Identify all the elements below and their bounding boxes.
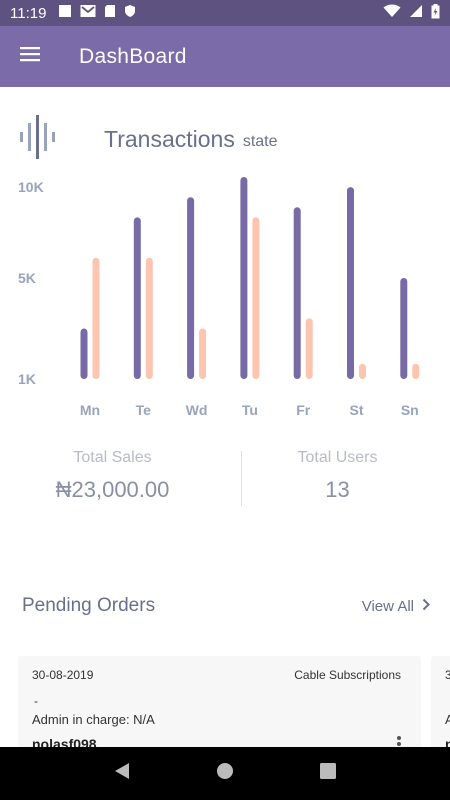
order-reference: n <box>445 736 450 747</box>
total-sales-value: ₦23,000.00 <box>55 477 170 502</box>
y-tick-label: 10K <box>18 179 44 195</box>
sd-card-icon <box>104 4 116 22</box>
chevron-right-icon <box>422 598 430 615</box>
x-tick-label: St <box>350 402 364 418</box>
order-reference: nolasf098 <box>32 736 97 747</box>
chart-bar <box>359 363 366 379</box>
x-tick-label: Fr <box>296 402 311 418</box>
chart-bar <box>400 278 408 379</box>
chart-bar <box>199 328 207 379</box>
chart-subtitle: state <box>242 132 278 150</box>
home-icon <box>216 762 234 785</box>
menu-button[interactable] <box>0 26 60 87</box>
order-card[interactable]: 30-08-2019 Cable Subscriptions - Admin i… <box>18 656 421 747</box>
back-button[interactable] <box>102 754 142 794</box>
hamburger-menu-icon <box>20 46 40 67</box>
x-tick-label: Te <box>136 402 152 418</box>
total-users-value: 13 <box>325 477 350 502</box>
stats-row: Total Sales ₦23,000.00 Total Users 13 <box>0 449 450 509</box>
shield-icon <box>124 4 136 22</box>
chart-bar <box>305 318 313 379</box>
dashboard-content[interactable]: Transactions state 10K 5K 1K Mn Te Wd Tu Fr St Sn… <box>0 87 450 747</box>
page-title: DashBoard <box>79 44 187 68</box>
gmail-icon <box>80 4 96 22</box>
total-users-stat: Total Users 13 <box>225 449 450 509</box>
x-tick-label: Tu <box>242 402 258 418</box>
recents-button[interactable] <box>308 754 348 794</box>
app-bar: DashBoard <box>0 26 450 87</box>
chart-bar <box>92 257 100 379</box>
total-sales-stat: Total Sales ₦23,000.00 <box>0 449 225 509</box>
chart-bar <box>412 363 420 379</box>
order-card[interactable]: 3 A n <box>431 656 450 747</box>
chart-bar <box>145 257 153 379</box>
total-sales-label: Total Sales <box>73 449 152 466</box>
notification-icons <box>58 4 136 22</box>
order-type: Cable Subscriptions <box>294 668 401 682</box>
view-all-button[interactable]: View All <box>362 598 430 615</box>
signal-icon <box>409 4 423 22</box>
y-tick-label: 1K <box>18 371 36 387</box>
order-admin: A <box>445 712 450 727</box>
chart-bar <box>293 207 301 379</box>
order-date: 30-08-2019 <box>32 668 94 682</box>
x-tick-label: Mn <box>80 402 100 418</box>
status-time: 11:19 <box>10 4 47 22</box>
chart-bar <box>187 197 195 379</box>
more-options-icon[interactable] <box>397 736 401 747</box>
y-tick-label: 5K <box>18 270 36 286</box>
chart-bar <box>252 217 260 379</box>
x-tick-label: Sn <box>401 402 419 418</box>
pending-orders-title: Pending Orders <box>22 595 156 616</box>
system-icons <box>383 3 440 23</box>
status-bar: 11:19 <box>0 0 450 26</box>
chart-header: Transactions state <box>20 115 278 164</box>
chart-title: Transactions <box>104 126 235 152</box>
transactions-chart: 10K 5K 1K Mn Te Wd Tu Fr St Sn <box>18 177 420 418</box>
wifi-icon <box>383 4 401 22</box>
order-detail: - <box>34 694 38 708</box>
chart-bar <box>133 217 141 379</box>
pending-orders-header: Pending Orders View All <box>22 595 430 617</box>
home-button[interactable] <box>205 754 245 794</box>
battery-charging-icon <box>431 3 440 23</box>
stop-square-icon <box>58 4 72 22</box>
total-users-label: Total Users <box>297 449 378 466</box>
chart-bar <box>240 177 248 379</box>
chart-bar <box>347 187 354 379</box>
x-tick-label: Wd <box>186 402 208 418</box>
back-icon <box>113 762 131 785</box>
order-date: 3 <box>445 668 450 682</box>
chart-bar <box>80 328 88 379</box>
bars-equalizer-icon <box>20 115 64 164</box>
order-admin: Admin in charge: N/A <box>32 712 155 727</box>
view-all-label: View All <box>361 597 414 615</box>
recents-icon <box>319 762 337 785</box>
system-nav-bar <box>0 747 450 800</box>
stats-divider <box>241 451 242 506</box>
